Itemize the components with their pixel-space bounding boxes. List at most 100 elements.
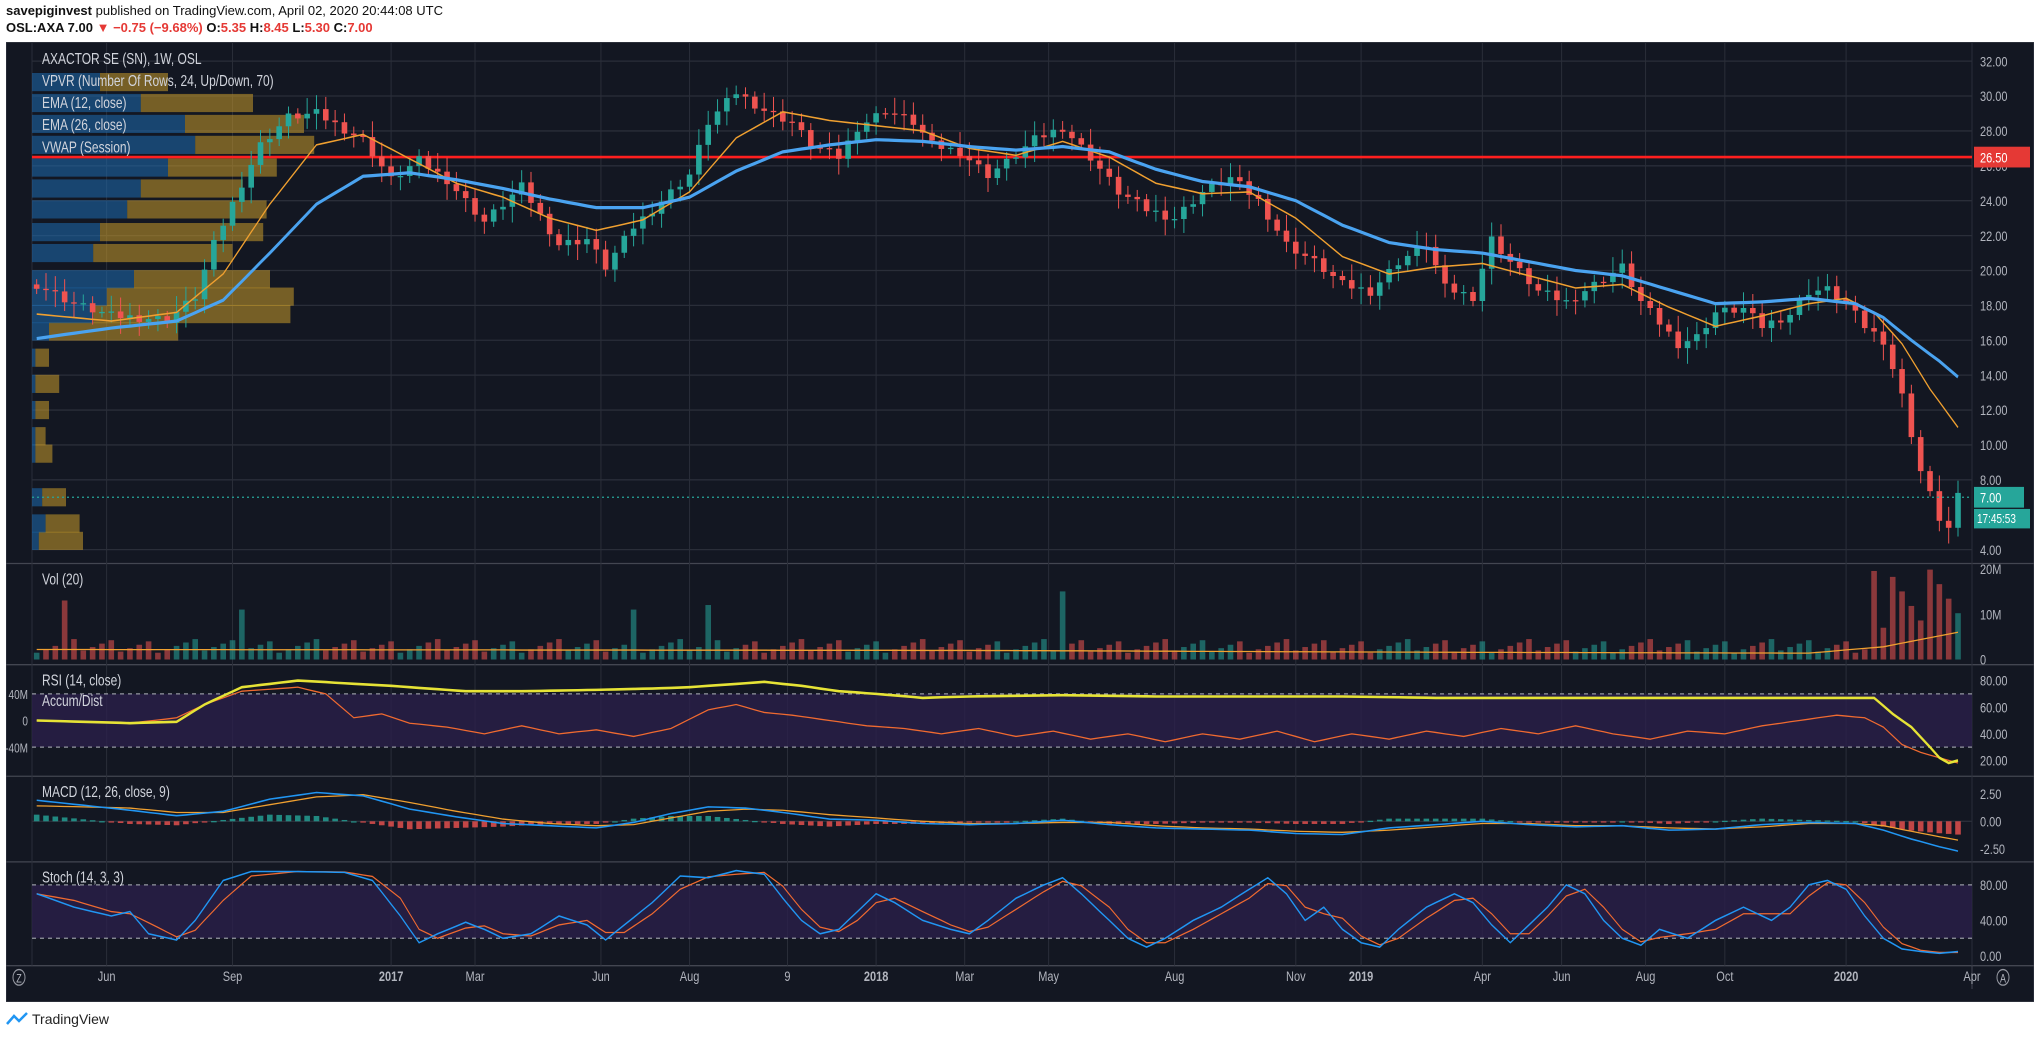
candle-body: [472, 198, 478, 215]
macd-histogram-bar: [602, 821, 609, 823]
zoom-button[interactable]: [12, 968, 26, 986]
macd-histogram-bar: [1460, 818, 1467, 822]
volume-bar: [1722, 641, 1728, 660]
candle-body: [136, 315, 143, 322]
macd-histogram-bar: [1171, 821, 1178, 824]
volume-tick-label: 10M: [1980, 606, 2001, 623]
vpvr-up-bar: [32, 514, 46, 533]
volume-bar: [1451, 651, 1458, 660]
macd-histogram-bar: [686, 815, 693, 822]
candle-body: [1712, 312, 1719, 329]
macd-histogram-bar: [882, 821, 889, 824]
stoch-d-line: [36, 870, 1958, 954]
macd-histogram-bar: [1432, 818, 1439, 822]
candle-body: [453, 184, 460, 192]
macd-histogram-bar: [360, 821, 366, 823]
candle-body: [518, 182, 525, 195]
candle-body: [462, 191, 469, 199]
candle-body: [313, 109, 320, 114]
candle-body: [761, 108, 767, 111]
volume-bar: [1069, 643, 1075, 660]
volume-bar: [742, 644, 749, 660]
macd-histogram-bar: [668, 815, 674, 822]
macd-histogram-bar: [1582, 821, 1588, 823]
macd-histogram-bar: [1740, 819, 1747, 822]
candle-body: [1740, 307, 1747, 313]
macd-histogram-bar: [1945, 821, 1952, 834]
macd-histogram-bar: [994, 821, 1001, 823]
macd-histogram-bar: [565, 821, 572, 824]
tradingview-chart[interactable]: Jun Sep 2017 Mar Jun Aug 9 2018 Mar May Aug Nov 2019…: [6, 42, 2034, 1002]
candle-body: [1815, 290, 1821, 295]
vpvr-down-bar: [45, 514, 80, 533]
macd-histogram-bar: [323, 817, 329, 822]
candle-body: [798, 122, 805, 131]
vpvr-up-bar: [32, 158, 168, 177]
macd-histogram-bar: [1703, 821, 1709, 823]
price-legend-2: EMA (12, close): [42, 94, 127, 112]
volume-bar: [1367, 652, 1374, 660]
price-legend-0: AXACTOR SE (SN), 1W, OSL: [42, 49, 202, 67]
candle-body: [1833, 286, 1840, 300]
rsi-band: [32, 693, 1972, 748]
vpvr-up-bar: [32, 179, 141, 198]
volume-bar: [1265, 645, 1271, 660]
volume-bar: [127, 648, 133, 660]
volume-bar: [705, 605, 711, 660]
candle-body: [696, 144, 702, 175]
auto-scale-button[interactable]: [1996, 968, 2010, 986]
volume-bar: [1106, 644, 1113, 660]
vpvr-down-bar: [38, 531, 83, 550]
macd-histogram-bar: [1470, 818, 1476, 822]
candle-body: [1582, 291, 1588, 301]
accum-tick-label: 0: [22, 716, 28, 729]
volume-bar: [1293, 650, 1299, 660]
macd-histogram-bar: [164, 821, 171, 826]
macd-histogram-bar: [1320, 821, 1327, 824]
volume-bar: [1861, 649, 1868, 660]
macd-histogram-bar: [229, 818, 236, 822]
volume-tick-label: 20M: [1980, 560, 2001, 577]
candle-body: [780, 111, 786, 122]
candle-body: [882, 113, 889, 115]
macd-histogram-bar: [1414, 818, 1420, 822]
candle-body: [901, 114, 907, 116]
volume-bar: [33, 652, 40, 660]
macd-histogram-bar: [481, 821, 488, 828]
macd-histogram-bar: [1339, 821, 1346, 824]
candle-body: [1451, 283, 1458, 293]
macd-histogram-bar: [854, 821, 861, 826]
macd-histogram-bar: [1367, 820, 1374, 823]
publisher-name[interactable]: savepiginvest: [6, 3, 92, 18]
candle-body: [285, 113, 292, 127]
macd-histogram-bar: [406, 821, 413, 830]
macd-histogram-bar: [1507, 821, 1514, 823]
volume-bar: [80, 650, 87, 660]
macd-histogram-bar: [733, 818, 739, 822]
macd-histogram-bar: [71, 818, 77, 822]
macd-histogram-bar: [1386, 818, 1392, 822]
candle-body: [164, 316, 171, 323]
volume-bar: [1554, 643, 1560, 660]
volume-bar: [173, 645, 180, 660]
volume-bar: [490, 648, 497, 660]
candle-body: [630, 228, 637, 236]
rsi-tick-label: 80.00: [1980, 672, 2008, 689]
candle-body: [369, 137, 376, 157]
candle-body: [1115, 176, 1122, 195]
macd-histogram-bar: [1246, 821, 1252, 823]
vpvr-up-bar: [32, 287, 107, 306]
footer-brand[interactable]: TradingView: [32, 1011, 110, 1027]
macd-histogram-bar: [742, 819, 749, 822]
candle-body: [1442, 265, 1448, 284]
volume-bar: [612, 648, 618, 660]
macd-histogram-bar: [1190, 821, 1196, 823]
volume-bar: [854, 648, 861, 660]
price-tick-label: 32.00: [1980, 53, 2008, 70]
candle-body: [733, 94, 739, 99]
macd-histogram-bar: [1843, 821, 1849, 823]
candle-body: [1955, 492, 1961, 528]
macd-histogram-bar: [761, 821, 767, 823]
volume-bar: [1143, 645, 1150, 660]
candle-body: [528, 182, 534, 203]
